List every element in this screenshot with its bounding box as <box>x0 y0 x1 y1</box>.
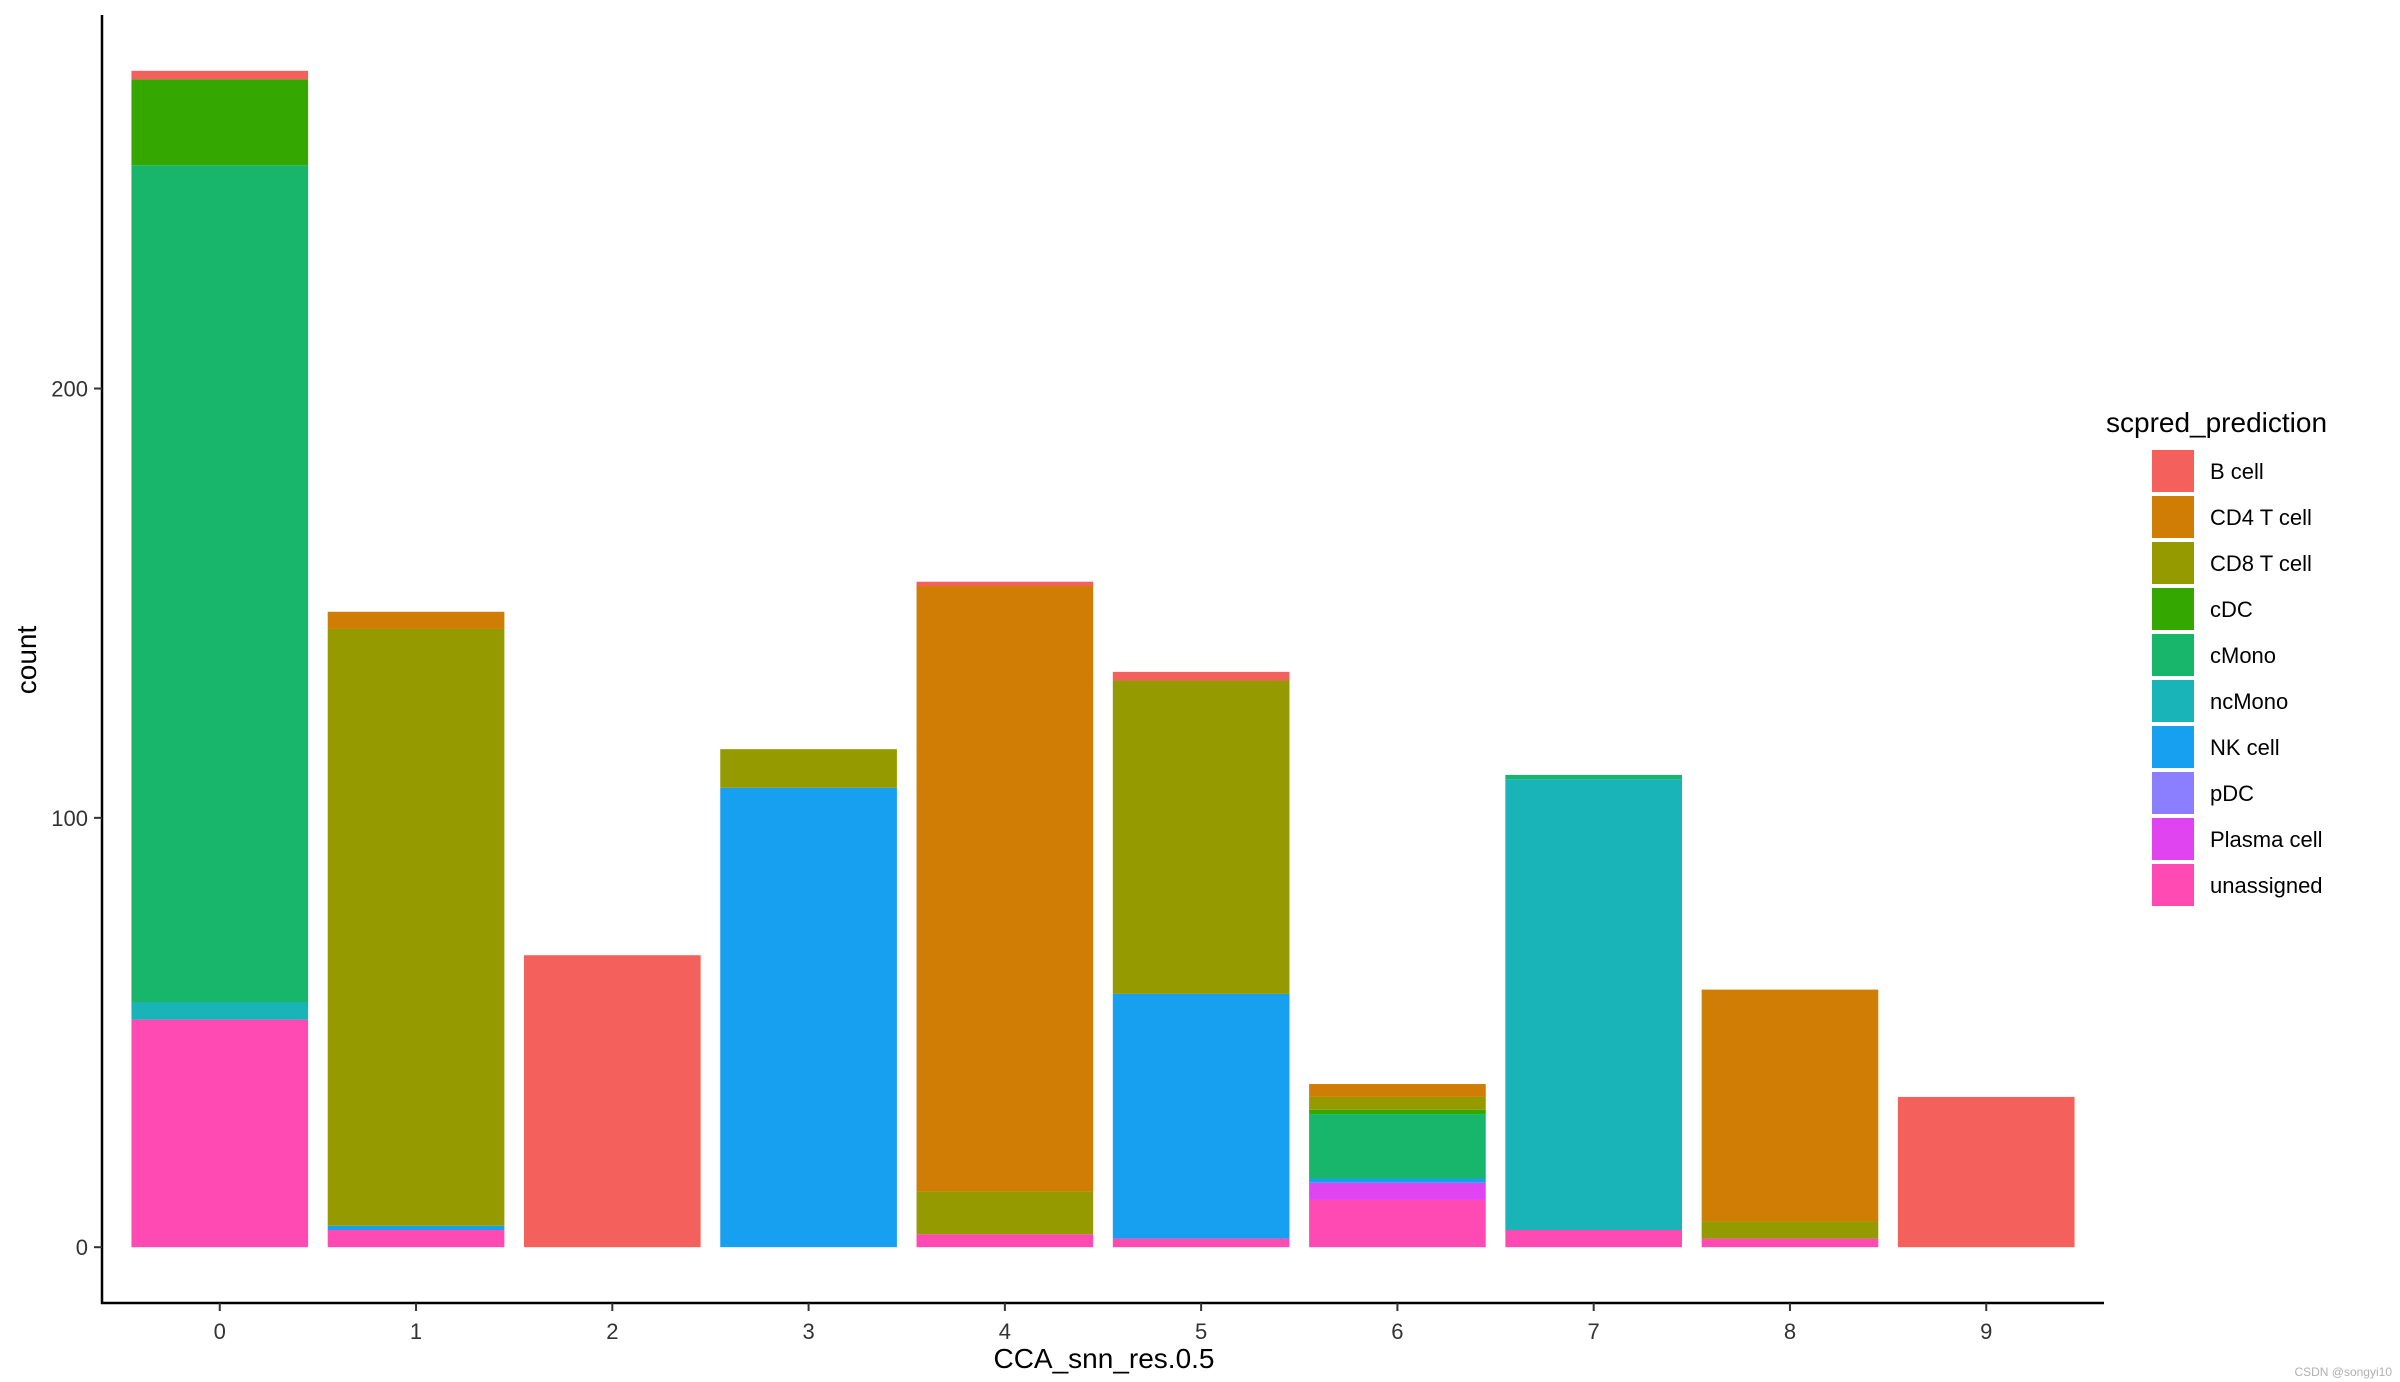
bar-segment-6-cd8-t-cell <box>1309 1096 1486 1110</box>
bar-segment-4-cd4-t-cell <box>916 586 1094 1192</box>
bar-segment-6-plasma-cell <box>1309 1182 1486 1200</box>
x-tick-label: 4 <box>999 1319 1011 1344</box>
x-tick-label: 8 <box>1784 1319 1796 1344</box>
x-tick-label: 3 <box>802 1319 814 1344</box>
legend-label: CD4 T cell <box>2210 505 2312 530</box>
bar-segment-9-b-cell <box>1897 1096 2075 1248</box>
bar-segment-0-unassigned <box>131 1019 309 1248</box>
x-tick-label: 6 <box>1391 1319 1403 1344</box>
legend-key-cd8-t-cell <box>2152 542 2194 584</box>
x-tick-label: 7 <box>1588 1319 1600 1344</box>
bar-segment-5-b-cell <box>1112 671 1290 681</box>
y-tick-label: 200 <box>51 377 88 402</box>
bar-segment-4-cd8-t-cell <box>916 1191 1094 1235</box>
bar-segment-8-cd4-t-cell <box>1701 989 1879 1222</box>
y-axis-title: count <box>11 626 42 695</box>
bar-segment-0-cmono <box>131 165 309 1003</box>
bar-segment-0-ncmono <box>131 1002 309 1020</box>
bar-segment-1-unassigned <box>327 1230 505 1248</box>
bar-segment-0-cdc <box>131 79 309 166</box>
legend-key-cd4-t-cell <box>2152 496 2194 538</box>
bar-segment-5-unassigned <box>1112 1238 1290 1248</box>
bar-segment-2-b-cell <box>523 955 701 1248</box>
legend-title: scpred_prediction <box>2106 407 2327 438</box>
bar-segment-0-b-cell <box>131 70 309 80</box>
bar-segment-7-cmono <box>1505 774 1683 780</box>
legend-key-plasma-cell <box>2152 818 2194 860</box>
bar-segment-6-cdc <box>1309 1109 1486 1115</box>
legend-key-cdc <box>2152 588 2194 630</box>
bars-layer <box>131 70 2075 1248</box>
x-axis-ticks: 0 1 2 3 4 5 6 7 8 9 <box>214 1303 1992 1344</box>
y-axis-ticks: 0 100 200 <box>51 377 102 1260</box>
legend-key-pdc <box>2152 772 2194 814</box>
bar-segment-4-b-cell <box>916 581 1094 587</box>
y-tick-label: 100 <box>51 806 88 831</box>
bar-segment-6-unassigned <box>1309 1199 1486 1248</box>
x-tick-label: 0 <box>214 1319 226 1344</box>
bar-segment-7-unassigned <box>1505 1230 1683 1248</box>
bar-segment-5-nk-cell <box>1112 993 1290 1239</box>
bar-segment-6-cd4-t-cell <box>1309 1084 1486 1097</box>
bar-segment-5-cd8-t-cell <box>1112 680 1290 994</box>
legend-label: NK cell <box>2210 735 2280 760</box>
legend-key-b-cell <box>2152 450 2194 492</box>
bar-segment-8-cd8-t-cell <box>1701 1221 1879 1239</box>
legend-label: ncMono <box>2210 689 2288 714</box>
legend-key-unassigned <box>2152 864 2194 906</box>
legend-label: cMono <box>2210 643 2276 668</box>
legend-key-cmono <box>2152 634 2194 676</box>
legend-label: Plasma cell <box>2210 827 2322 852</box>
x-tick-label: 1 <box>410 1319 422 1344</box>
bar-segment-3-nk-cell <box>720 787 897 1248</box>
bar-segment-6-nk-cell <box>1309 1178 1486 1183</box>
x-tick-label: 9 <box>1980 1319 1992 1344</box>
legend-key-nk-cell <box>2152 726 2194 768</box>
bar-segment-1-cd8-t-cell <box>327 628 505 1226</box>
x-tick-label: 5 <box>1195 1319 1207 1344</box>
legend-label: pDC <box>2210 781 2254 806</box>
legend-label: B cell <box>2210 459 2264 484</box>
bar-segment-6-cmono <box>1309 1114 1486 1179</box>
legend-label: CD8 T cell <box>2210 551 2312 576</box>
legend: scpred_prediction B cell CD4 T cell CD8 T … <box>2106 407 2327 906</box>
bar-segment-4-unassigned <box>916 1234 1094 1248</box>
y-tick-label: 0 <box>76 1235 88 1260</box>
watermark: CSDN @songyi10 <box>2294 1365 2392 1379</box>
legend-label: cDC <box>2210 597 2253 622</box>
legend-label: unassigned <box>2210 873 2323 898</box>
x-tick-label: 2 <box>606 1319 618 1344</box>
bar-segment-1-cd4-t-cell <box>327 611 505 629</box>
bar-segment-7-ncmono <box>1505 779 1683 1231</box>
bar-segment-1-nk-cell <box>327 1225 505 1231</box>
x-axis-title: CCA_snn_res.0.5 <box>993 1343 1214 1374</box>
legend-key-ncmono <box>2152 680 2194 722</box>
bar-segment-3-cd8-t-cell <box>720 749 897 788</box>
bar-segment-8-unassigned <box>1701 1238 1879 1248</box>
